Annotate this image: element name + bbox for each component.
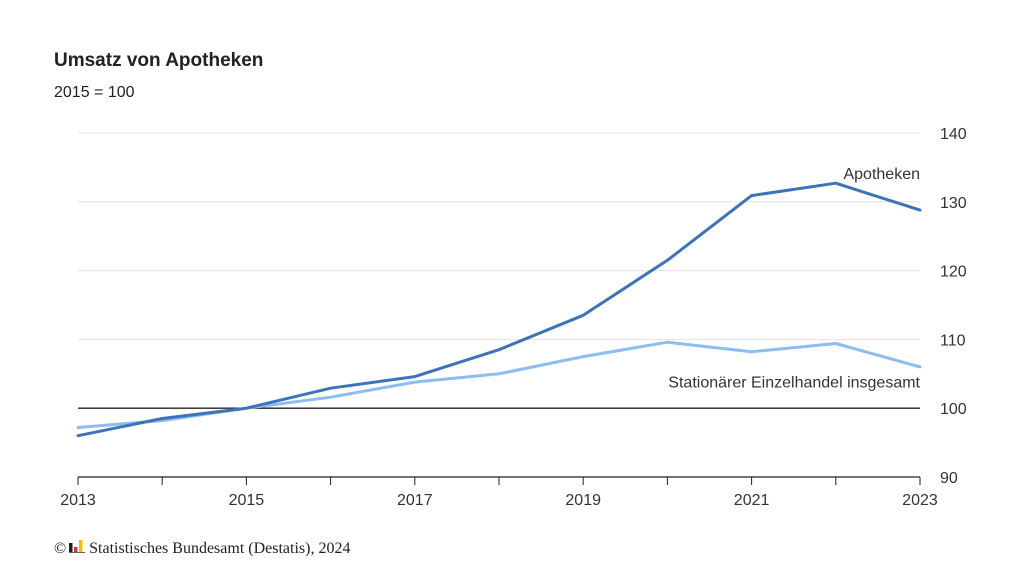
y-tick-label: 140	[940, 126, 967, 143]
y-tick-label: 90	[940, 470, 958, 487]
chart-subtitle: 2015 = 100	[54, 84, 135, 101]
x-tick-label: 2021	[734, 492, 770, 509]
series-label-einzelhandel: Stationärer Einzelhandel insgesamt	[668, 375, 920, 392]
x-tick-label: 2017	[397, 492, 433, 509]
y-tick-label: 110	[940, 332, 966, 349]
y-tick-label: 100	[940, 401, 967, 418]
series-line-apotheken	[76, 181, 922, 438]
x-tick-label: 2015	[229, 492, 265, 509]
series-label-apotheken: Apotheken	[843, 166, 920, 183]
line-chart: 90 100 110 120 130 140 2013 2015 2017 2019 2021 202…	[60, 126, 967, 509]
chart-title: Umsatz von Apotheken	[54, 50, 264, 71]
x-tick-label: 2019	[565, 492, 601, 509]
destatis-logo-icon	[69, 540, 86, 558]
copyright-symbol: ©	[54, 540, 67, 557]
x-tick-label: 2023	[902, 492, 938, 509]
x-tick-label: 2013	[60, 492, 96, 509]
source-text: Statistisches Bundesamt (Destatis), 2024	[89, 540, 351, 557]
source-footer: © Statistisches Bundesamt (Destatis), 20…	[54, 540, 350, 558]
y-tick-label: 130	[940, 195, 967, 212]
y-tick-label: 120	[940, 264, 967, 281]
